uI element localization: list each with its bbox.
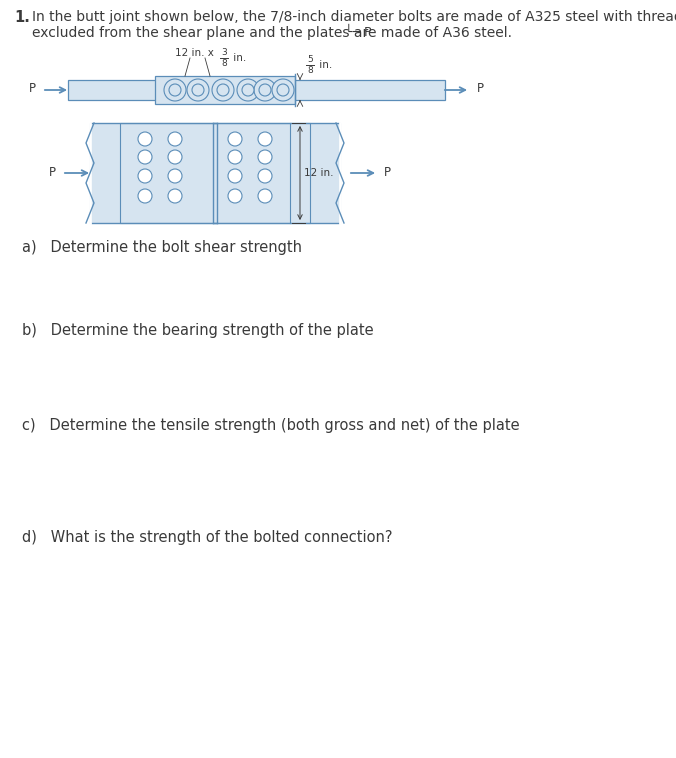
Text: P: P: [477, 83, 484, 96]
Circle shape: [254, 79, 276, 101]
Circle shape: [168, 132, 182, 146]
Text: d)   What is the strength of the bolted connection?: d) What is the strength of the bolted co…: [22, 530, 393, 545]
Circle shape: [138, 132, 152, 146]
Bar: [155, 76, 295, 104]
Circle shape: [258, 189, 272, 203]
Circle shape: [138, 169, 152, 183]
Circle shape: [138, 150, 152, 164]
Text: P: P: [384, 165, 391, 178]
Circle shape: [212, 79, 234, 101]
Circle shape: [259, 84, 271, 96]
Circle shape: [168, 150, 182, 164]
Circle shape: [187, 79, 209, 101]
Text: P: P: [49, 165, 56, 178]
Text: 1.: 1.: [14, 10, 30, 25]
Circle shape: [169, 84, 181, 96]
Bar: [290, 80, 445, 100]
Circle shape: [168, 189, 182, 203]
Text: b)   Determine the bearing strength of the plate: b) Determine the bearing strength of the…: [22, 323, 374, 338]
Circle shape: [217, 84, 229, 96]
Text: a)   Determine the bolt shear strength: a) Determine the bolt shear strength: [22, 240, 302, 255]
Text: in.: in.: [230, 53, 246, 63]
Circle shape: [192, 84, 204, 96]
Circle shape: [228, 150, 242, 164]
Bar: [90, 123, 340, 223]
Text: 8: 8: [307, 66, 313, 75]
Text: 8: 8: [221, 59, 227, 68]
Circle shape: [258, 169, 272, 183]
Text: 12 in.: 12 in.: [304, 168, 333, 178]
Text: c)   Determine the tensile strength (both gross and net) of the plate: c) Determine the tensile strength (both …: [22, 418, 520, 433]
Text: excluded from the shear plane and the plates are made of A36 steel.: excluded from the shear plane and the pl…: [32, 26, 512, 40]
Circle shape: [237, 79, 259, 101]
Text: In the butt joint shown below, the 7/8-inch diameter bolts are made of A325 stee: In the butt joint shown below, the 7/8-i…: [32, 10, 676, 24]
Bar: [68, 80, 223, 100]
Circle shape: [242, 84, 254, 96]
Text: in.: in.: [316, 60, 332, 70]
Circle shape: [258, 150, 272, 164]
Circle shape: [168, 169, 182, 183]
Circle shape: [228, 132, 242, 146]
Text: 5: 5: [307, 55, 313, 64]
Circle shape: [228, 189, 242, 203]
Bar: [120, 123, 310, 223]
Circle shape: [272, 79, 294, 101]
Text: 3: 3: [221, 48, 227, 57]
Text: P: P: [29, 83, 36, 96]
Circle shape: [164, 79, 186, 101]
Circle shape: [228, 169, 242, 183]
Circle shape: [277, 84, 289, 96]
Text: 12 in. x: 12 in. x: [175, 48, 214, 58]
Circle shape: [138, 189, 152, 203]
Circle shape: [258, 132, 272, 146]
Text: └─ P: └─ P: [345, 26, 372, 39]
